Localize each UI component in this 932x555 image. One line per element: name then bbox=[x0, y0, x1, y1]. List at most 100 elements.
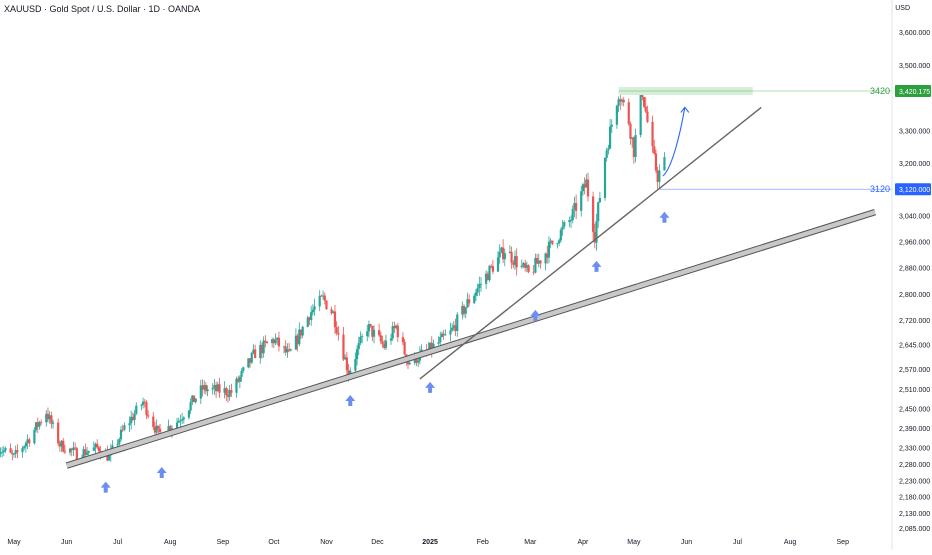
candle-body bbox=[439, 337, 442, 343]
candle-body bbox=[296, 335, 299, 345]
price-tag-target bbox=[895, 85, 931, 98]
candle-body bbox=[26, 439, 29, 444]
candle-body bbox=[508, 251, 511, 254]
candles-layer bbox=[0, 89, 666, 464]
candle-body bbox=[111, 445, 114, 450]
y-tick-label: 2,230.000 bbox=[899, 478, 930, 485]
x-tick-label: 2025 bbox=[422, 539, 438, 546]
candle-body bbox=[598, 197, 601, 203]
candle-body bbox=[632, 137, 635, 157]
candle-body bbox=[569, 220, 573, 221]
x-tick-label: May bbox=[7, 539, 21, 546]
candle-body bbox=[491, 266, 495, 272]
candle-body bbox=[515, 256, 518, 268]
candle-body bbox=[478, 283, 481, 289]
currency-label[interactable]: USD bbox=[895, 5, 910, 12]
candle-body bbox=[213, 385, 216, 388]
candle-body bbox=[24, 443, 27, 447]
candle-body bbox=[288, 349, 291, 351]
candle-body bbox=[347, 370, 350, 376]
candle-body bbox=[262, 340, 265, 354]
candle-body bbox=[187, 410, 191, 418]
candle-body bbox=[323, 295, 326, 301]
candle-body bbox=[500, 247, 503, 252]
candle-body bbox=[313, 306, 316, 310]
candle-body bbox=[464, 307, 467, 314]
x-tick-label: Nov bbox=[320, 539, 333, 546]
candle-body bbox=[575, 203, 578, 211]
candle-body bbox=[62, 440, 65, 452]
y-tick-label: 3,500.000 bbox=[899, 63, 930, 70]
candle-body bbox=[274, 339, 277, 344]
candle-body bbox=[646, 111, 649, 122]
candle-body bbox=[175, 422, 179, 429]
candle-body bbox=[247, 358, 250, 368]
candle-body bbox=[289, 349, 292, 351]
x-tick-label: Sep bbox=[837, 539, 850, 546]
candle-body bbox=[371, 325, 374, 337]
y-tick-label: 2,510.000 bbox=[899, 387, 930, 394]
candle-body bbox=[619, 99, 622, 102]
candle-body bbox=[181, 419, 184, 421]
y-tick-label: 2,960.000 bbox=[899, 240, 930, 247]
candle-body bbox=[72, 447, 75, 451]
trend-line bbox=[419, 106, 762, 380]
candle-body bbox=[237, 378, 240, 382]
candle-body bbox=[644, 106, 647, 112]
candle-body bbox=[250, 352, 253, 363]
candle-body bbox=[406, 362, 410, 365]
candle-body bbox=[476, 288, 479, 293]
candle-body bbox=[454, 325, 457, 332]
candle-body bbox=[486, 273, 489, 281]
candle-body bbox=[46, 413, 50, 420]
bounce-arrow-icon bbox=[100, 481, 111, 493]
candle-body bbox=[216, 384, 219, 392]
candle-body bbox=[141, 401, 145, 405]
candle-body bbox=[639, 95, 642, 136]
candle-body bbox=[498, 251, 501, 258]
candle-body bbox=[372, 330, 376, 337]
candle-body bbox=[240, 370, 243, 377]
candle-body bbox=[298, 329, 301, 345]
y-tick-label: 2,330.000 bbox=[899, 446, 930, 453]
y-tick-label: 2,450.000 bbox=[899, 406, 930, 413]
candle-body bbox=[395, 325, 398, 329]
candle-body bbox=[14, 450, 17, 454]
candle-body bbox=[642, 97, 646, 107]
target-level-label: 3420 bbox=[870, 86, 890, 96]
candle-body bbox=[440, 333, 444, 338]
y-tick-label: 3,200.000 bbox=[899, 161, 930, 168]
candle-body bbox=[581, 184, 585, 192]
candle-body bbox=[608, 126, 612, 149]
candle-body bbox=[344, 357, 347, 360]
candle-body bbox=[51, 422, 55, 424]
candle-body bbox=[282, 346, 286, 348]
candle-body bbox=[218, 384, 221, 393]
candle-body bbox=[228, 390, 231, 397]
candle-body bbox=[534, 258, 537, 273]
candle-body bbox=[330, 309, 333, 314]
candle-body bbox=[479, 283, 483, 285]
candle-body bbox=[130, 416, 133, 424]
candle-body bbox=[177, 420, 180, 423]
candle-body bbox=[214, 385, 218, 392]
candle-body bbox=[551, 240, 554, 245]
candle-body bbox=[456, 314, 459, 331]
candle-body bbox=[393, 326, 396, 329]
candle-body bbox=[430, 342, 433, 351]
candle-body bbox=[520, 265, 523, 268]
candle-body bbox=[349, 370, 352, 376]
candle-body bbox=[63, 451, 67, 453]
candle-body bbox=[4, 448, 7, 451]
candle-body bbox=[294, 335, 298, 350]
candle-body bbox=[189, 402, 192, 411]
candle-body bbox=[563, 222, 566, 227]
x-tick-label: Apr bbox=[577, 539, 589, 546]
stop-level-label: 3120 bbox=[870, 184, 890, 194]
candle-body bbox=[74, 447, 77, 449]
candle-body bbox=[615, 105, 618, 125]
candle-body bbox=[191, 395, 194, 403]
candle-body bbox=[135, 405, 138, 414]
candle-body bbox=[473, 295, 476, 304]
